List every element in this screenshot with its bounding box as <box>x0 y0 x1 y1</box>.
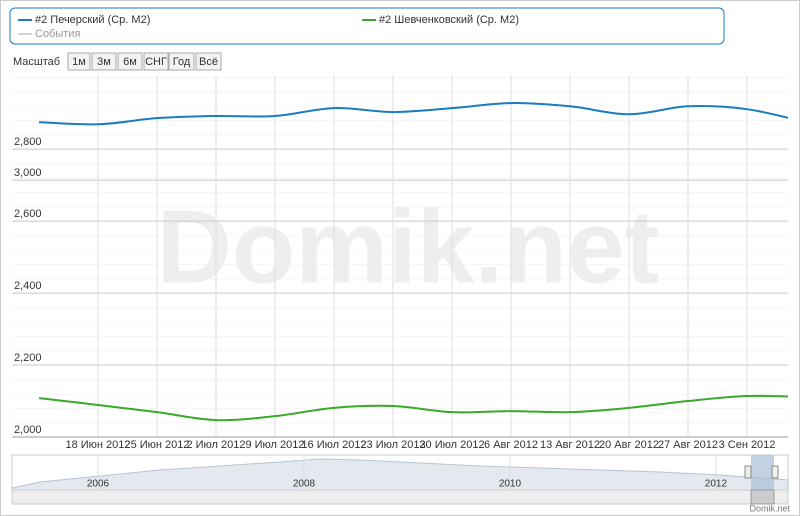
range-button[interactable] <box>67 52 91 71</box>
navigator-tick-label: 2010 <box>499 479 522 490</box>
credit[interactable]: Domik.net <box>749 503 790 513</box>
range-button-label[interactable]: 6м <box>123 56 137 68</box>
x-tick-label: 20 Авг 2012 <box>599 439 659 451</box>
scrollbar-thumb[interactable] <box>750 489 775 505</box>
x-tick-label: 18 Июн 2012 <box>65 439 130 451</box>
y-tick-label: 2,800 <box>14 136 42 148</box>
range-button-label[interactable]: Год <box>173 56 191 68</box>
navigator-tick-label: 2006 <box>87 479 110 490</box>
range-button-label[interactable]: СНГ <box>145 56 167 68</box>
x-tick-label: 3 Сен 2012 <box>719 439 776 451</box>
navigator-tick-label: 2012 <box>705 479 728 490</box>
legend-box <box>9 7 725 45</box>
range-button[interactable] <box>91 52 117 71</box>
x-tick-label: 13 Авг 2012 <box>540 439 600 451</box>
x-tick-label: 6 Авг 2012 <box>484 439 538 451</box>
y2-tick-label: 3,000 <box>14 167 42 179</box>
navigator-tick-label: 2008 <box>293 479 316 490</box>
x-tick-label: 30 Июл 2012 <box>419 439 484 451</box>
x-tick-label: 9 Июл 2012 <box>245 439 304 451</box>
navigator-window <box>751 455 774 490</box>
range-button-label[interactable]: Всё <box>199 56 218 68</box>
series-line <box>38 394 788 422</box>
range-button[interactable] <box>168 52 195 71</box>
navigator-area <box>11 458 789 491</box>
scrollbar[interactable] <box>11 489 789 505</box>
navigator-handle[interactable] <box>771 465 779 479</box>
navigator-handle[interactable] <box>744 465 752 479</box>
range-label: Масштаб <box>13 56 60 68</box>
range-button[interactable] <box>143 52 169 71</box>
y-tick-label: 2,600 <box>14 208 42 220</box>
series-line <box>38 102 788 126</box>
x-tick-label: 27 Авг 2012 <box>658 439 718 451</box>
plot-background <box>12 75 788 437</box>
range-button[interactable] <box>117 52 143 71</box>
x-tick-label: 23 Июл 2012 <box>360 439 425 451</box>
x-tick-label: 25 Июн 2012 <box>124 439 189 451</box>
y-tick-label: 2,000 <box>14 424 42 436</box>
legend-label[interactable]: #2 Печерский (Ср. М2) <box>35 14 150 26</box>
range-button-label[interactable]: 1м <box>72 56 86 68</box>
range-button[interactable] <box>195 52 222 71</box>
x-tick-label: 2 Июл 2012 <box>186 439 245 451</box>
y-tick-label: 2,400 <box>14 280 42 292</box>
y-tick-label: 2,200 <box>14 352 42 364</box>
legend-label[interactable]: #2 Шевченковский (Ср. М2) <box>379 14 519 26</box>
range-button-label[interactable]: 3м <box>97 56 111 68</box>
legend-label[interactable]: События <box>35 28 80 40</box>
watermark: Domik.net <box>157 189 660 305</box>
x-tick-label: 16 Июл 2012 <box>301 439 366 451</box>
